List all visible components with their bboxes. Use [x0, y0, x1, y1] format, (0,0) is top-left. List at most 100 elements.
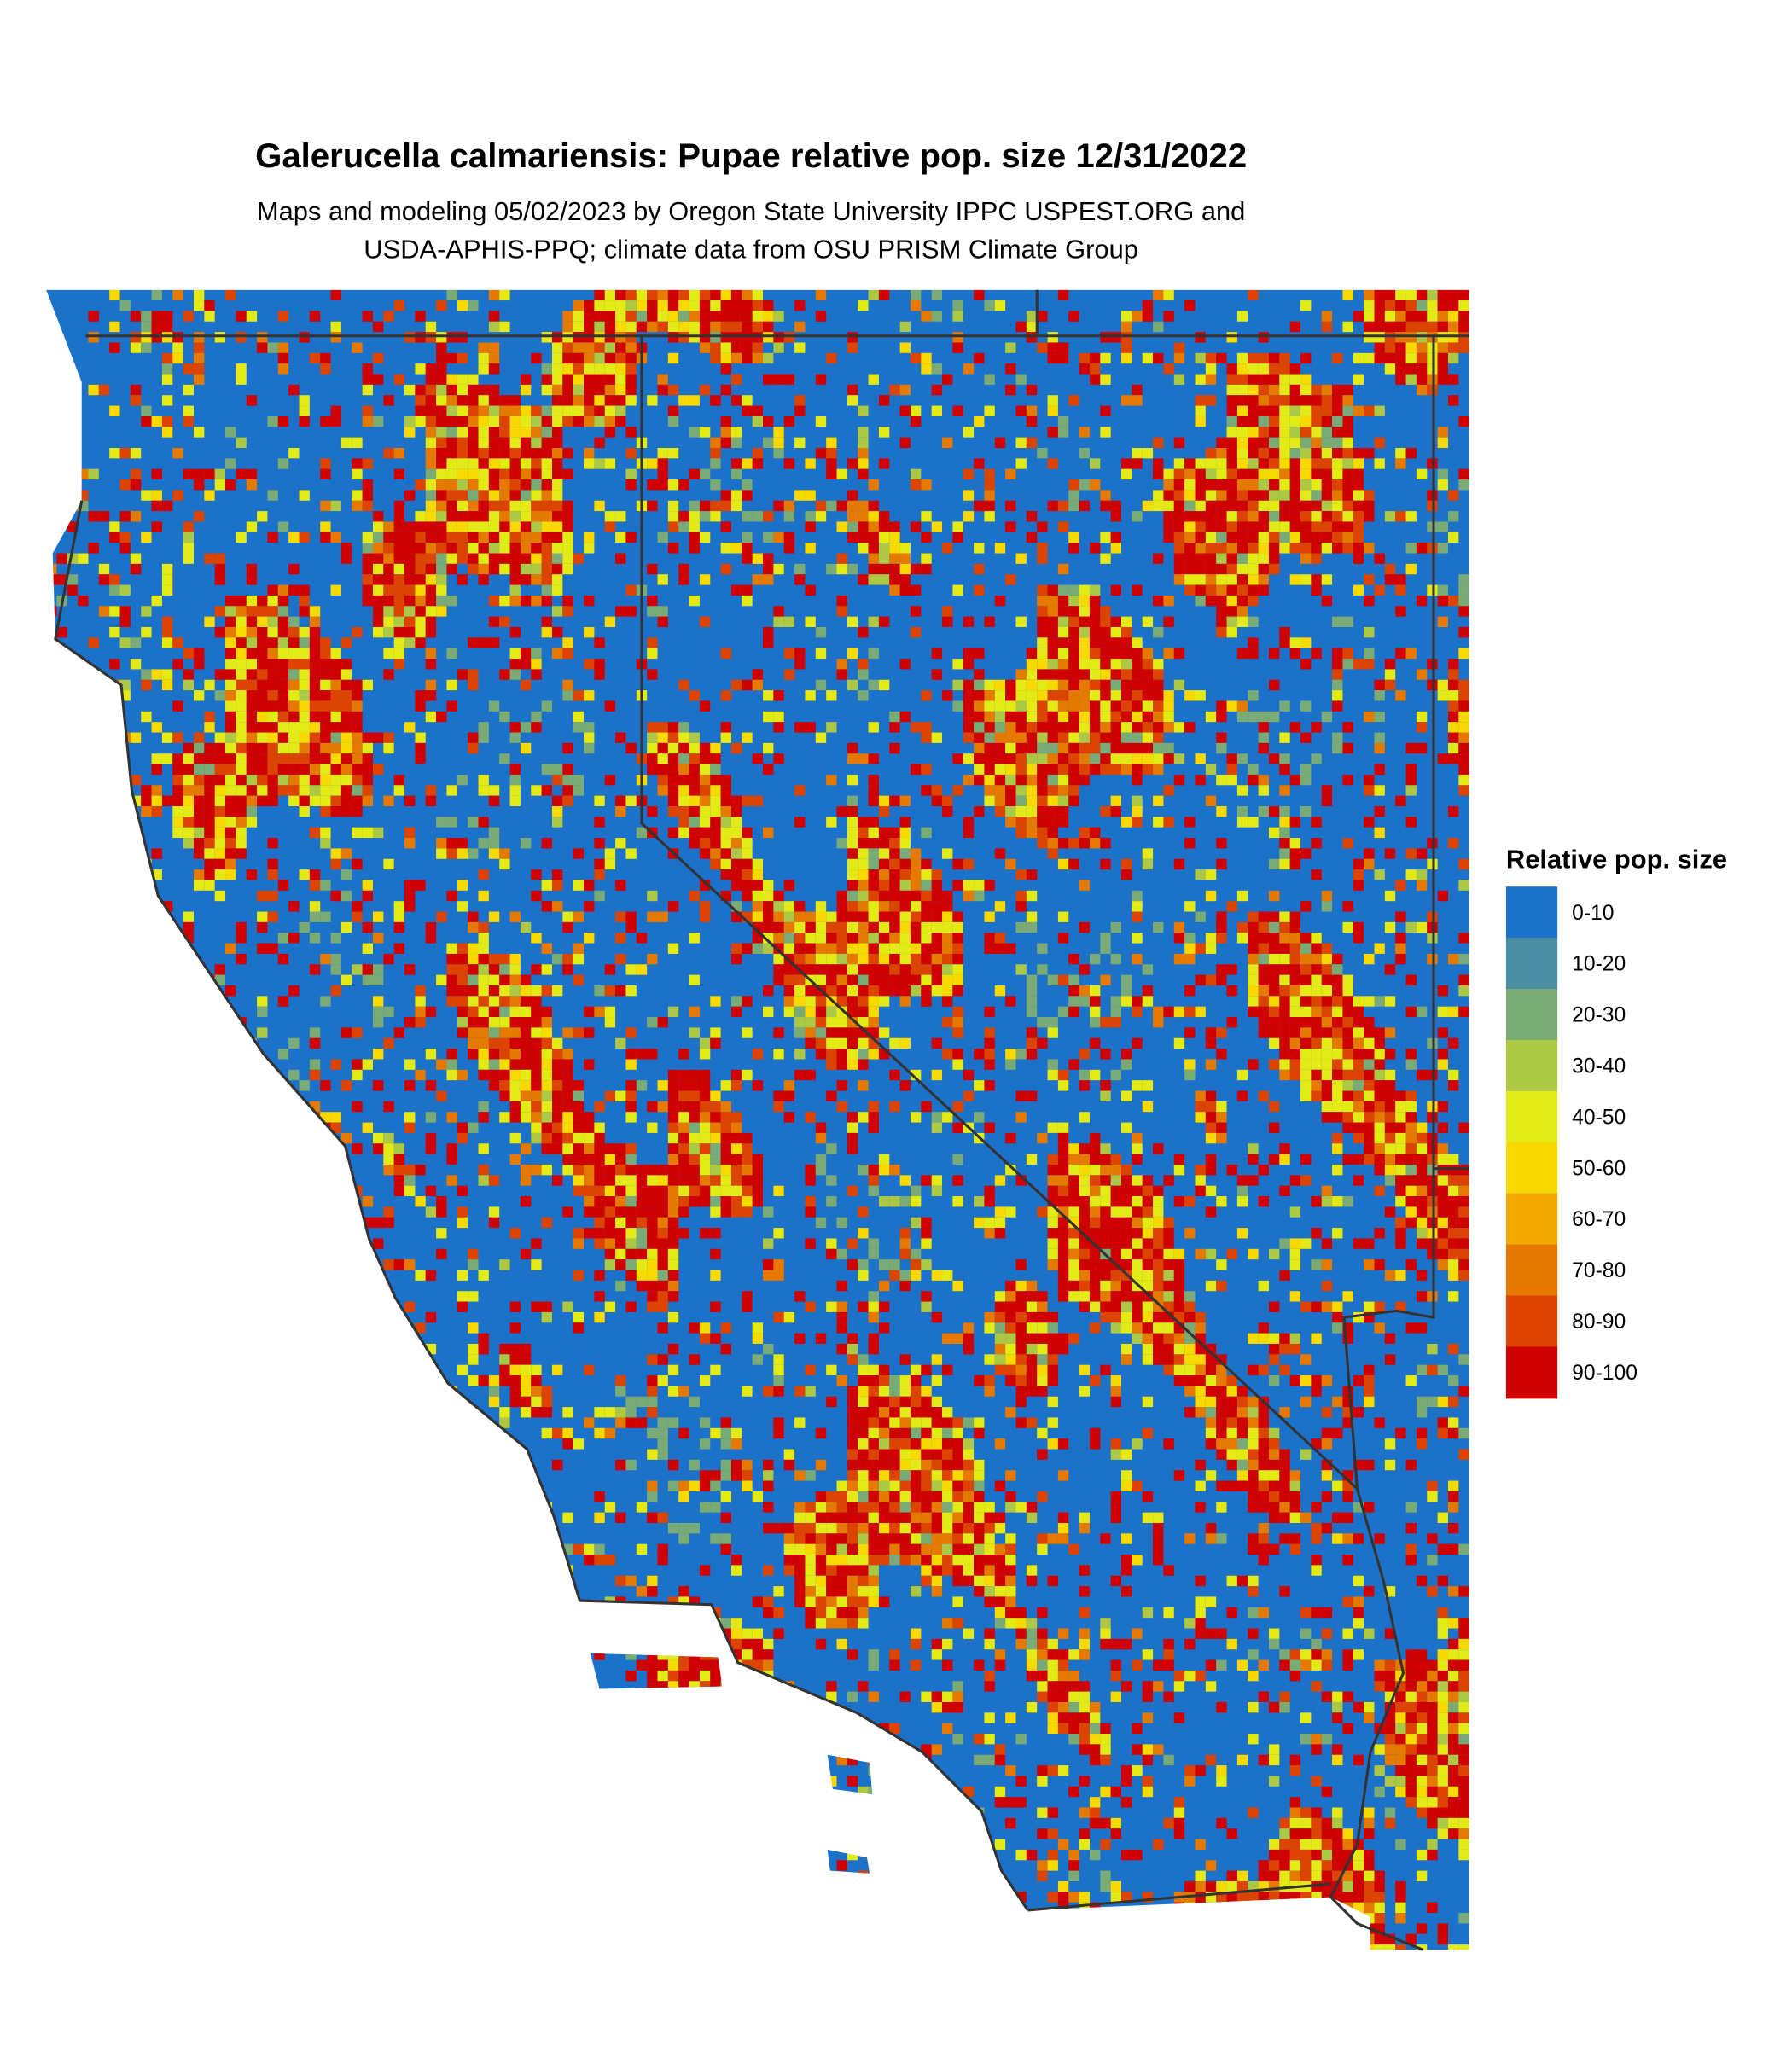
raster-cell — [657, 753, 668, 764]
raster-cell — [826, 1049, 837, 1060]
raster-cell — [573, 974, 585, 985]
raster-cell — [1321, 395, 1333, 406]
raster-cell — [699, 1132, 711, 1144]
raster-cell — [667, 321, 679, 333]
raster-cell — [1384, 289, 1396, 301]
raster-cell — [1395, 447, 1406, 459]
raster-cell — [468, 500, 479, 512]
raster-cell — [899, 1196, 911, 1207]
raster-cell — [1153, 468, 1164, 480]
raster-cell — [161, 933, 173, 944]
raster-cell — [678, 764, 689, 775]
raster-cell — [1332, 416, 1343, 427]
raster-cell — [1353, 858, 1364, 870]
raster-cell — [1258, 553, 1269, 564]
raster-cell — [372, 511, 384, 522]
raster-cell — [541, 458, 552, 469]
raster-cell — [309, 1206, 321, 1218]
raster-cell — [404, 416, 416, 427]
raster-cell — [172, 447, 183, 459]
raster-cell — [183, 532, 194, 543]
raster-cell — [1458, 1175, 1469, 1186]
raster-cell — [1321, 890, 1333, 902]
raster-cell — [267, 1069, 278, 1081]
raster-cell — [130, 1017, 142, 1028]
raster-cell — [963, 679, 975, 691]
raster-cell — [320, 659, 331, 670]
raster-cell — [667, 1090, 679, 1101]
raster-cell — [457, 964, 468, 975]
raster-cell — [499, 405, 510, 416]
raster-cell — [509, 953, 521, 965]
raster-cell — [1121, 974, 1132, 985]
raster-cell — [446, 1143, 457, 1154]
raster-cell — [878, 511, 890, 522]
raster-cell — [88, 711, 99, 723]
raster-cell — [899, 384, 911, 396]
raster-cell — [604, 521, 616, 532]
raster-cell — [1184, 1059, 1196, 1070]
raster-cell — [752, 352, 764, 364]
raster-cell — [562, 1122, 573, 1133]
raster-cell — [730, 352, 742, 364]
raster-cell — [1279, 479, 1290, 491]
raster-cell — [984, 1037, 995, 1049]
raster-cell — [667, 543, 679, 554]
raster-cell — [1300, 300, 1312, 311]
raster-cell — [710, 858, 721, 870]
raster-cell — [288, 774, 300, 786]
raster-cell — [330, 659, 341, 670]
raster-cell — [214, 774, 226, 786]
raster-cell — [446, 985, 457, 997]
raster-cell — [1153, 690, 1164, 701]
raster-cell — [1258, 1027, 1269, 1038]
raster-cell — [509, 996, 521, 1007]
raster-cell — [499, 996, 510, 1007]
raster-cell — [763, 352, 774, 364]
raster-cell — [183, 753, 194, 764]
raster-cell — [710, 785, 721, 796]
raster-cell — [330, 722, 341, 733]
raster-cell — [436, 1090, 447, 1101]
raster-cell — [1311, 521, 1322, 532]
raster-cell — [1132, 648, 1143, 660]
raster-cell — [352, 1027, 363, 1038]
raster-cell — [109, 869, 120, 880]
raster-cell — [1268, 711, 1280, 723]
raster-cell — [352, 722, 363, 733]
raster-cell — [478, 500, 489, 512]
raster-cell — [1195, 1185, 1206, 1197]
raster-cell — [393, 563, 405, 575]
raster-cell — [425, 321, 437, 333]
raster-cell — [320, 363, 331, 375]
raster-cell — [742, 838, 753, 849]
raster-cell — [425, 659, 437, 670]
raster-cell — [425, 574, 437, 585]
raster-cell — [372, 1006, 384, 1018]
raster-cell — [88, 637, 99, 648]
raster-cell — [1321, 1112, 1333, 1123]
raster-cell — [109, 1069, 120, 1081]
raster-cell — [372, 321, 384, 333]
raster-cell — [1173, 563, 1185, 575]
raster-cell — [1205, 933, 1217, 944]
raster-cell — [520, 679, 532, 691]
raster-cell — [573, 774, 585, 786]
raster-cell — [1068, 1196, 1079, 1207]
raster-cell — [98, 848, 110, 859]
raster-cell — [752, 858, 764, 870]
raster-cell — [1279, 785, 1290, 796]
raster-cell — [1037, 817, 1048, 828]
raster-cell — [678, 321, 689, 333]
raster-cell — [584, 532, 595, 543]
raster-cell — [1216, 563, 1227, 575]
raster-cell — [573, 321, 585, 333]
raster-cell — [383, 532, 394, 543]
raster-cell — [562, 1101, 573, 1113]
raster-cell — [636, 311, 648, 322]
raster-cell — [1153, 1185, 1164, 1197]
raster-cell — [984, 479, 995, 491]
raster-cell — [1405, 1154, 1417, 1165]
raster-cell — [1353, 869, 1364, 880]
raster-cell — [119, 943, 131, 954]
